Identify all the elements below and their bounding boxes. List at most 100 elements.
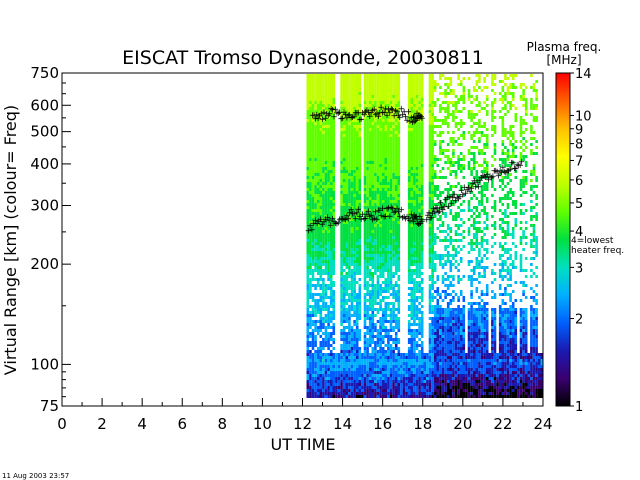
heatmap-cell [420,323,424,326]
heatmap-cell [384,359,388,362]
heatmap-cell [449,203,453,206]
heatmap-cell [316,347,320,350]
heatmap-cell [332,221,336,224]
heatmap-cell [413,125,416,128]
heatmap-cell [439,371,442,374]
heatmap-cell [358,206,362,209]
heatmap-cell [355,116,359,119]
heatmap-cell [444,371,447,374]
heatmap-cell [348,194,351,197]
heatmap-cell [311,170,315,173]
heatmap-cell [397,218,401,221]
heatmap-cell [413,356,416,359]
heatmap-cell [444,368,447,371]
heatmap-cell [324,254,328,257]
heatmap-cell [374,227,377,230]
heatmap-cell [345,152,349,155]
heatmap-cell [410,281,414,284]
heatmap-cell [363,284,367,287]
heatmap-cell [363,320,367,323]
heatmap-cell [376,89,380,92]
heatmap-cell [420,281,424,284]
heatmap-cell [415,167,419,170]
heatmap-cell [355,350,359,353]
heatmap-cell [350,329,354,332]
heatmap-cell [407,323,411,326]
heatmap-cell [327,341,330,344]
heatmap-cell [314,137,317,140]
heatmap-cell [355,242,359,245]
heatmap-cell [374,101,377,104]
heatmap-cell [407,371,411,374]
heatmap-cell [376,350,380,353]
heatmap-cell [371,275,375,278]
heatmap-cell [374,272,377,275]
heatmap-cell [366,128,369,131]
heatmap-cell [311,143,315,146]
heatmap-cell [329,83,333,86]
heatmap-cell [433,314,437,317]
heatmap-cell [366,215,369,218]
heatmap-cell [371,335,375,338]
heatmap-cell [446,275,450,278]
heatmap-cell [374,185,377,188]
heatmap-cell [358,302,362,305]
heatmap-cell [410,200,414,203]
heatmap-cell [449,323,453,326]
heatmap-cell [410,197,414,200]
heatmap-cell [316,302,320,305]
heatmap-cell [394,101,398,104]
heatmap-cell [420,218,424,221]
heatmap-cell [389,143,393,146]
heatmap-cell [345,341,349,344]
heatmap-cell [322,290,325,293]
heatmap-cell [327,191,330,194]
heatmap-cell [322,251,325,254]
heatmap-cell [394,374,398,377]
heatmap-cell [439,158,442,161]
heatmap-cell [381,353,385,356]
heatmap-cell [407,329,411,332]
heatmap-cell [314,311,317,314]
heatmap-cell [348,263,351,266]
heatmap-cell [457,245,460,248]
heatmap-cell [397,278,401,281]
heatmap-cell [309,386,312,389]
heatmap-cell [319,221,323,224]
heatmap-cell [322,341,325,344]
heatmap-cell [444,317,447,320]
heatmap-cell [431,263,434,266]
heatmap-cell [410,104,414,107]
heatmap-cell [457,275,460,278]
heatmap-cell [415,146,419,149]
heatmap-cell [415,341,419,344]
heatmap-cell [394,98,398,101]
heatmap-cell [374,308,377,311]
heatmap-cell [394,176,398,179]
heatmap-cell [392,104,395,107]
heatmap-cell [316,293,320,296]
heatmap-cell [431,281,434,284]
heatmap-cell [342,332,346,335]
heatmap-cell [353,284,356,287]
heatmap-cell [309,89,312,92]
heatmap-cell [446,356,450,359]
heatmap-cell [459,248,463,251]
heatmap-cell [324,308,328,311]
heatmap-cell [379,266,382,269]
heatmap-cell [379,227,382,230]
heatmap-cell [410,296,414,299]
heatmap-cell [428,116,432,119]
heatmap-cell [384,125,388,128]
heatmap-cell [436,356,440,359]
heatmap-cell [384,290,388,293]
heatmap-cell [394,227,398,230]
heatmap-cell [410,386,414,389]
heatmap-cell [329,116,333,119]
heatmap-cell [428,308,432,311]
heatmap-cell [327,116,330,119]
heatmap-cell [355,236,359,239]
heatmap-cell [431,155,434,158]
heatmap-cell [431,125,434,128]
heatmap-cell [426,371,429,374]
